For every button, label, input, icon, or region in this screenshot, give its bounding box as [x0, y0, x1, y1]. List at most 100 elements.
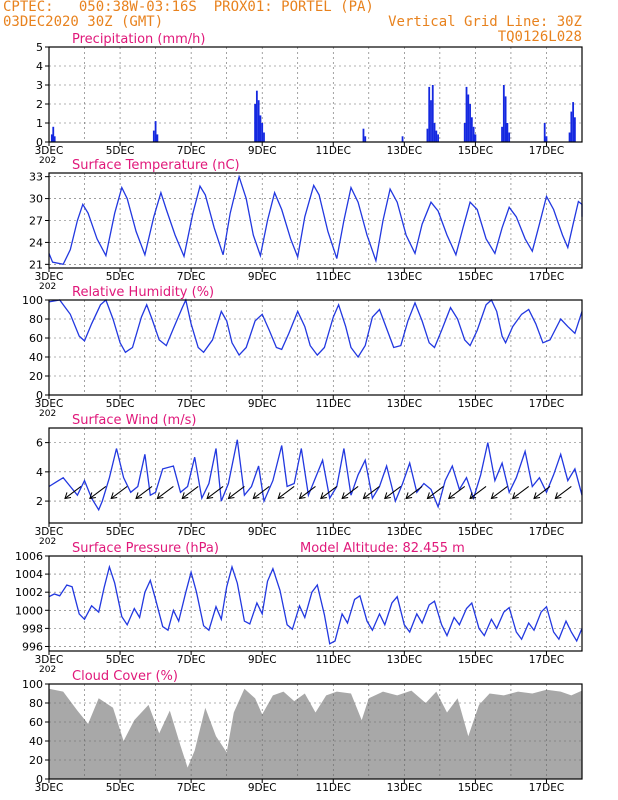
- y-tick-label: 30: [29, 193, 43, 206]
- plot-area: [49, 556, 582, 651]
- precip-bar: [435, 130, 438, 142]
- precip-bar: [506, 123, 509, 142]
- wind-arrow: [555, 486, 572, 499]
- x-tick-label: 3DEC: [35, 271, 64, 283]
- year-stub: 202: [39, 537, 56, 547]
- y-tick-label: 60: [29, 716, 43, 729]
- wind-arrow-head: [554, 492, 562, 500]
- wind-arrow-head: [511, 492, 519, 500]
- y-tick-label: 0: [36, 773, 43, 786]
- y-tick-label: 4: [36, 60, 43, 73]
- series-line: [48, 564, 583, 645]
- x-tick-label: 13DEC: [387, 526, 422, 538]
- y-tick-label: 1006: [15, 550, 43, 563]
- y-tick-label: 998: [22, 622, 43, 635]
- precip-bar: [469, 104, 471, 142]
- x-tick-label: 3DEC: [35, 654, 64, 666]
- x-tick-label: 7DEC: [177, 398, 206, 410]
- precip-bar: [543, 123, 546, 142]
- plot-frame: [48, 555, 583, 652]
- wind-arrow-head: [448, 492, 455, 500]
- panel-subtitle: Model Altitude: 82.455 m: [300, 541, 465, 556]
- y-tick-label: 33: [29, 171, 43, 184]
- x-tick-label: 3DEC: [35, 145, 64, 157]
- y-tick-label: 60: [29, 332, 43, 345]
- precip-bar: [504, 96, 507, 142]
- panel-6: 0 20 40 60 80 100 3DEC 5DEC 7DEC 9DEC 11DEC 13DEC 15…: [22, 669, 583, 794]
- precip-bar: [152, 130, 155, 142]
- wind-arrow: [341, 486, 359, 499]
- panel-3: 0 20 40 60 80 100 3DEC 5DEC 7DEC 9DEC 11DEC 13DEC 15…: [22, 285, 583, 419]
- x-tick-label: 5DEC: [106, 271, 135, 283]
- x-tick-label: 5DEC: [106, 145, 135, 157]
- precip-bar: [501, 126, 503, 142]
- wind-arrow-head: [405, 492, 413, 500]
- wind-arrow-head: [181, 492, 189, 500]
- panel-1: 0 1 2 3 4 5 3DEC 5DEC 7DEC 9DEC 11DEC 13DEC 15DEC 17D…: [35, 32, 583, 166]
- precip-bar: [428, 86, 431, 142]
- series-line: [48, 174, 583, 266]
- x-tick-label: 15DEC: [458, 654, 493, 666]
- year-stub: 202: [39, 665, 56, 675]
- wind-arrow: [491, 486, 508, 499]
- plot-frame: [48, 427, 583, 524]
- wind-arrow: [64, 486, 82, 499]
- precip-bar: [259, 115, 262, 142]
- x-tick-label: 11DEC: [316, 526, 351, 538]
- x-tick-label: 13DEC: [387, 782, 422, 794]
- panel-title: Relative Humidity (%): [72, 285, 214, 300]
- y-tick-label: 0: [36, 136, 43, 149]
- y-tick-label: 1004: [15, 568, 43, 581]
- wind-arrow: [228, 486, 245, 499]
- precip-bar: [430, 100, 432, 142]
- precip-bar: [362, 128, 365, 142]
- x-tick-label: 17DEC: [529, 398, 564, 410]
- wind-arrow-head: [252, 492, 260, 500]
- precip-bar: [254, 104, 256, 142]
- year-stub: 202: [39, 156, 56, 166]
- wind-arrow-head: [298, 492, 306, 500]
- wind-arrow-head: [227, 492, 235, 500]
- y-tick-label: 40: [29, 351, 43, 364]
- wind-arrow: [512, 486, 530, 499]
- y-tick-label: 21: [29, 258, 43, 271]
- header-station-line: CPTEC: 050:38W-03:16S PROX01: PORTEL (PA…: [3, 0, 374, 15]
- wind-arrow: [469, 486, 487, 499]
- wind-arrow: [405, 486, 423, 499]
- x-tick-label: 7DEC: [177, 145, 206, 157]
- y-tick-label: 3: [36, 79, 43, 92]
- wind-arrow: [181, 486, 199, 499]
- series-line: [48, 439, 583, 512]
- cloud-cover-area: [49, 688, 582, 779]
- precip-bar: [401, 136, 404, 142]
- precip-bar: [570, 111, 573, 142]
- y-tick-label: 1: [36, 117, 43, 130]
- x-tick-label: 17DEC: [529, 526, 564, 538]
- x-tick-label: 13DEC: [387, 398, 422, 410]
- x-tick-label: 3DEC: [35, 526, 64, 538]
- x-tick-label: 11DEC: [316, 145, 351, 157]
- wind-arrow: [253, 486, 270, 499]
- precip-bar: [465, 86, 468, 142]
- x-tick-label: 5DEC: [106, 398, 135, 410]
- x-tick-label: 5DEC: [106, 782, 135, 794]
- header-run-id: TQ0126L028: [497, 29, 582, 45]
- wind-arrow-head: [362, 492, 370, 500]
- y-tick-label: 0: [36, 389, 43, 402]
- y-tick-label: 24: [29, 236, 43, 249]
- y-tick-label: 2: [36, 495, 43, 508]
- wind-arrow: [299, 486, 316, 499]
- wind-arrow-head: [320, 492, 327, 500]
- x-tick-label: 7DEC: [177, 782, 206, 794]
- y-tick-label: 40: [29, 735, 43, 748]
- x-tick-label: 17DEC: [529, 654, 564, 666]
- x-tick-label: 13DEC: [387, 654, 422, 666]
- x-tick-label: 9DEC: [248, 271, 277, 283]
- precip-bar: [545, 136, 548, 142]
- precip-bar: [261, 123, 264, 142]
- year-stub: 202: [39, 282, 56, 292]
- wind-arrow-head: [384, 492, 391, 500]
- wind-arrow: [110, 486, 128, 499]
- x-tick-label: 3DEC: [35, 782, 64, 794]
